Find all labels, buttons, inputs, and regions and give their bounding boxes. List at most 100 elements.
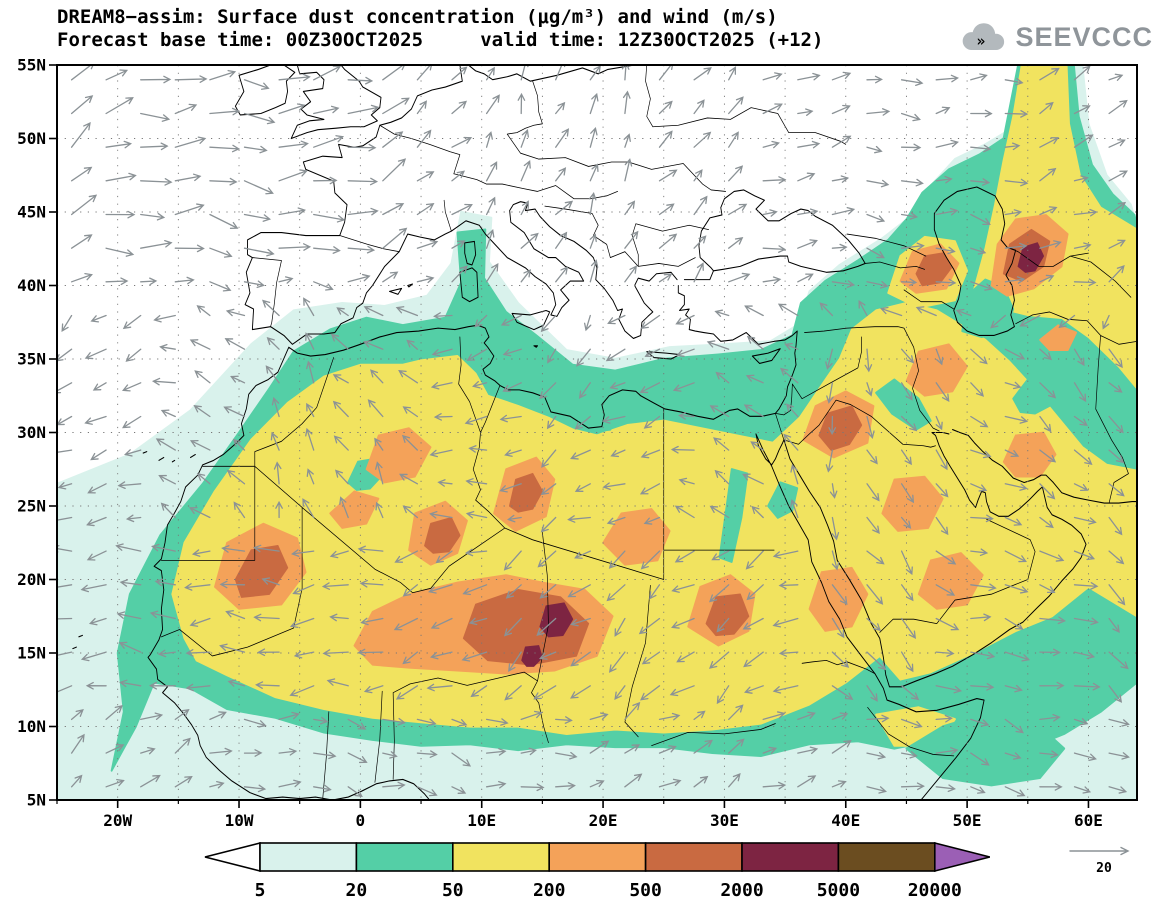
wind-arrow [433, 413, 453, 421]
wind-arrow [1039, 137, 1060, 148]
wind-arrow [671, 584, 695, 593]
wind-arrow [437, 479, 453, 487]
wind-arrow [157, 649, 176, 658]
wind-arrow [382, 271, 399, 283]
wind-arrow [746, 584, 764, 601]
wind-arrow [196, 305, 211, 317]
wind-arrow [159, 343, 176, 352]
wind-arrow [520, 269, 532, 283]
wind-arrow [935, 747, 959, 755]
wind-arrow [464, 548, 488, 557]
wind-arrow [1073, 617, 1099, 626]
wind-arrow [429, 449, 453, 458]
wind-arrow [955, 308, 972, 317]
wind-arrow [576, 348, 591, 367]
wind-arrow [728, 131, 739, 148]
wind-arrow [1039, 415, 1052, 433]
wind-arrow [394, 550, 419, 563]
wind-arrow [1073, 550, 1096, 561]
wind-arrow [470, 685, 488, 698]
wind-arrow [243, 145, 268, 154]
wind-arrow [866, 145, 883, 154]
wind-arrow [292, 584, 315, 595]
wind-arrow [278, 243, 312, 251]
wind-arrow [465, 510, 488, 519]
wind-arrow [555, 751, 578, 760]
wind-arrow [555, 782, 576, 790]
wind-arrow [743, 404, 764, 418]
wind-arrow [624, 265, 638, 283]
wind-arrow [658, 233, 678, 249]
wind-arrow [866, 483, 880, 502]
wind-arrow [105, 247, 135, 257]
wind-arrow [658, 203, 675, 216]
wind-arrow [209, 107, 241, 116]
wind-arrow [778, 581, 799, 590]
wind-arrow [970, 718, 990, 727]
wind-arrow [1073, 449, 1093, 466]
wind-arrow [797, 72, 821, 81]
wind-arrow [567, 584, 591, 598]
wind-arrow [70, 733, 85, 754]
wind-arrow [209, 281, 232, 292]
wind-arrow [367, 399, 384, 418]
wind-arrow [382, 203, 405, 216]
wind-arrow [658, 778, 682, 788]
wind-arrow [570, 449, 591, 460]
wind-arrow [970, 583, 997, 592]
wind-arrow [278, 140, 309, 149]
wind-arrow [504, 685, 522, 701]
wind-arrow [762, 176, 787, 184]
wind-arrow [271, 396, 280, 418]
wind-arrow [1039, 681, 1065, 690]
wind-arrow [866, 247, 885, 259]
country-borders [161, 65, 1137, 799]
wind-arrow [826, 382, 834, 404]
wind-arrow [416, 202, 435, 216]
wind-arrow [640, 314, 661, 330]
wind-arrow [209, 247, 233, 258]
wind-arrow [970, 613, 992, 622]
wind-arrow [693, 169, 703, 182]
seevccc-logo: » SEEVCCC [957, 20, 1153, 54]
wind-arrow [485, 718, 509, 726]
wind-arrow [714, 469, 730, 485]
wind-arrow [1108, 516, 1123, 536]
wind-arrow [900, 483, 915, 504]
wind-arrow [1039, 750, 1059, 759]
wind-arrow [347, 177, 379, 186]
wind-arrow [313, 784, 332, 793]
wind-arrow [1004, 348, 1026, 360]
wind-arrow [797, 273, 814, 283]
wind-arrow [485, 263, 499, 283]
wind-arrow [1073, 718, 1089, 726]
wind-arrow [711, 550, 730, 561]
wind-arrow [866, 108, 891, 116]
wind-arrow [293, 650, 315, 659]
wind-arrow [778, 649, 799, 657]
wind-arrow [347, 273, 371, 283]
wind-arrow [970, 348, 988, 365]
wind-arrow [866, 449, 878, 465]
wind-arrow [602, 415, 626, 424]
wind-arrow [1108, 483, 1125, 497]
colorbar-label: 5000 [817, 880, 860, 901]
wind-arrow [536, 617, 557, 636]
wind-arrow [262, 299, 280, 317]
wind-arrow [605, 348, 626, 362]
wind-arrow [1108, 382, 1123, 393]
wind-arrow [151, 543, 176, 552]
wind-arrow [124, 449, 142, 457]
wind-arrow [428, 584, 453, 594]
wind-arrow [745, 374, 764, 384]
wind-arrow [105, 744, 125, 754]
wind-arrow [1004, 550, 1027, 563]
wind-arrow [674, 505, 695, 519]
wind-arrow [866, 213, 886, 223]
wind-arrow [589, 259, 599, 283]
wind-arrow [160, 502, 176, 519]
wind-arrow [1073, 278, 1097, 287]
wind-arrow [935, 382, 950, 402]
wind-arrow [105, 210, 136, 219]
